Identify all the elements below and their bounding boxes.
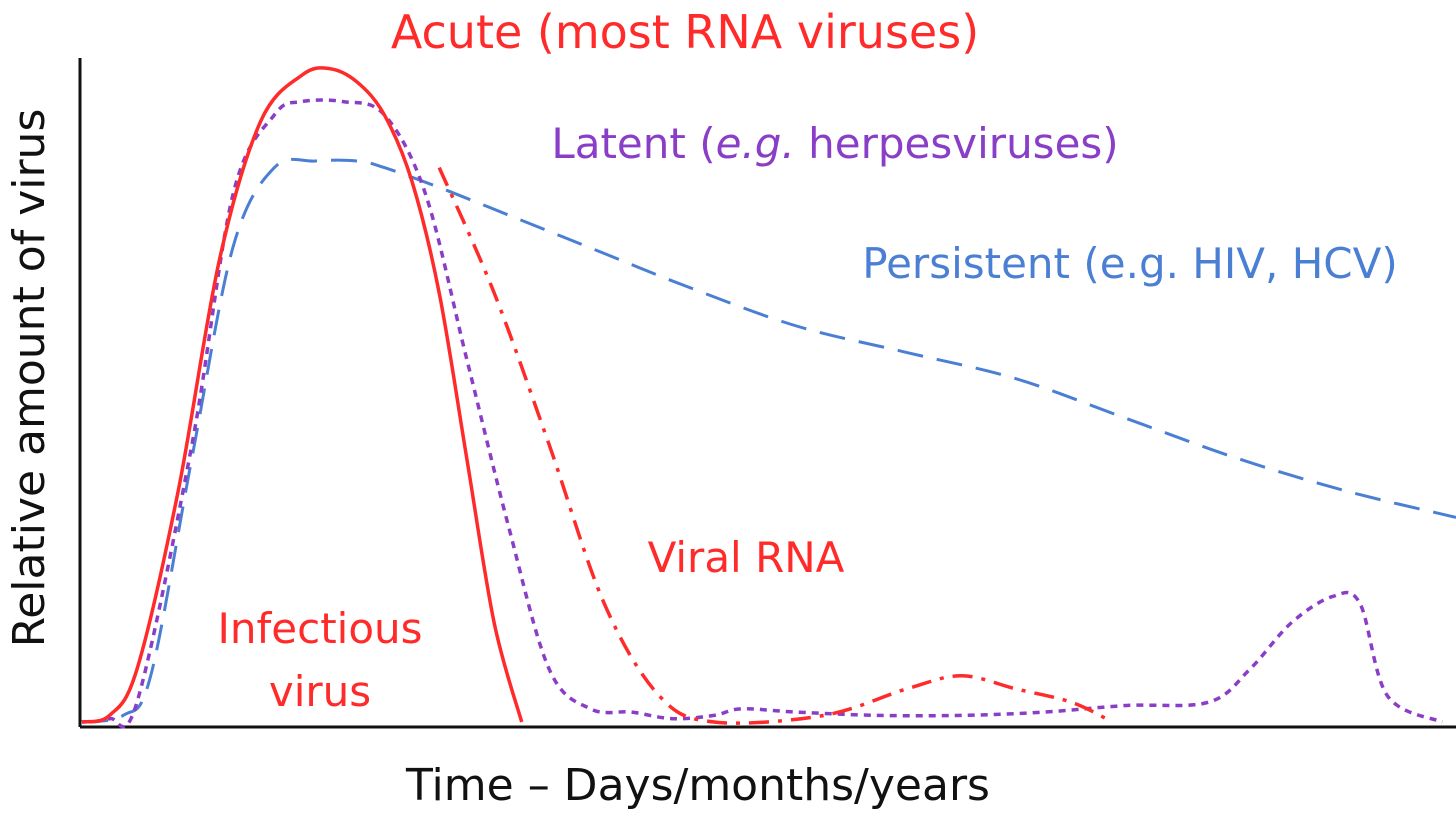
x-axis-title: Time – Days/months/years xyxy=(405,760,990,811)
viral-rna-label: Viral RNA xyxy=(648,533,845,582)
y-axis-title: Relative amount of virus xyxy=(4,109,55,648)
series-line-latent xyxy=(81,98,1444,729)
series-line-acute xyxy=(81,66,524,724)
persistent-label: Persistent (e.g. HIV, HCV) xyxy=(862,239,1397,288)
latent-label: Latent (e.g. herpesviruses) xyxy=(551,119,1118,168)
acute-label: Acute (most RNA viruses) xyxy=(391,5,979,59)
latent-label-part1: Latent ( xyxy=(551,119,715,168)
infectious-label-line2: virus xyxy=(269,667,371,716)
series-line-viral-rna xyxy=(437,166,1114,725)
series-group xyxy=(81,66,1456,729)
latent-label-eg: e.g. xyxy=(716,119,795,168)
infectious-label-line1: Infectious xyxy=(217,604,422,653)
latent-label-part2: herpesviruses) xyxy=(795,119,1119,168)
